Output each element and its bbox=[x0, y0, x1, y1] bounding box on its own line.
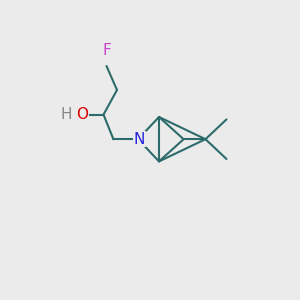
Text: O: O bbox=[76, 107, 88, 122]
Text: N: N bbox=[134, 132, 145, 147]
Text: F: F bbox=[102, 43, 111, 58]
Text: H: H bbox=[61, 107, 72, 122]
